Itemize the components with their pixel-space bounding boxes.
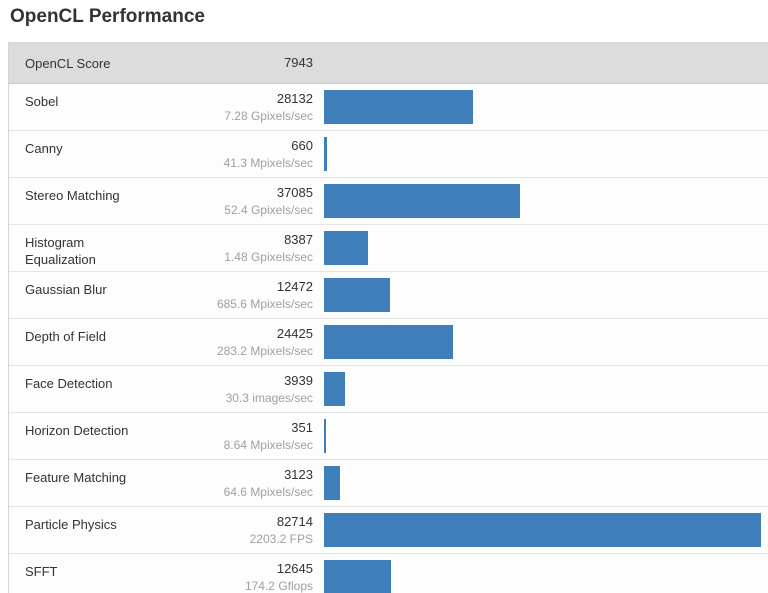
benchmark-name: Histogram Equalization bbox=[25, 235, 96, 267]
benchmark-value-cell: 28132 7.28 Gpixels/sec bbox=[155, 91, 313, 124]
benchmark-rate: 64.6 Mpixels/sec bbox=[223, 484, 313, 499]
benchmark-value-cell: 12645 174.2 Gflops bbox=[155, 561, 313, 593]
benchmark-value-cell: 82714 2203.2 FPS bbox=[155, 514, 313, 547]
score-header-row: OpenCL Score 7943 bbox=[9, 43, 768, 84]
benchmark-bar-track bbox=[324, 560, 761, 593]
score-bar bbox=[324, 513, 761, 547]
benchmark-name: Depth of Field bbox=[25, 329, 106, 344]
benchmark-row: Stereo Matching 37085 52.4 Gpixels/sec bbox=[9, 178, 768, 225]
benchmark-name: Particle Physics bbox=[25, 517, 117, 532]
benchmark-bar-track bbox=[324, 231, 761, 265]
benchmark-value-cell: 8387 1.48 Gpixels/sec bbox=[155, 232, 313, 265]
score-header-spacer bbox=[324, 46, 761, 80]
benchmark-name: Canny bbox=[25, 141, 63, 156]
benchmark-bar-track bbox=[324, 325, 761, 359]
benchmark-row: Particle Physics 82714 2203.2 FPS bbox=[9, 507, 768, 554]
benchmark-rate: 2203.2 FPS bbox=[249, 531, 313, 546]
benchmark-row: SFFT 12645 174.2 Gflops bbox=[9, 554, 768, 593]
benchmark-value-cell: 660 41.3 Mpixels/sec bbox=[155, 138, 313, 171]
benchmark-row: Face Detection 3939 30.3 images/sec bbox=[9, 366, 768, 413]
benchmark-rate: 30.3 images/sec bbox=[225, 390, 313, 405]
benchmark-row: Sobel 28132 7.28 Gpixels/sec bbox=[9, 84, 768, 131]
benchmark-rows: Sobel 28132 7.28 Gpixels/sec Canny 660 41.3 M… bbox=[9, 84, 768, 593]
benchmark-score: 8387 bbox=[284, 231, 313, 247]
benchmark-value-cell: 3123 64.6 Mpixels/sec bbox=[155, 467, 313, 500]
benchmark-rate: 283.2 Mpixels/sec bbox=[216, 343, 313, 358]
score-bar bbox=[324, 90, 473, 124]
benchmark-bar-track bbox=[324, 137, 761, 171]
benchmark-bar-track bbox=[324, 372, 761, 406]
benchmark-bar-track bbox=[324, 466, 761, 500]
benchmark-row: Feature Matching 3123 64.6 Mpixels/sec bbox=[9, 460, 768, 507]
benchmark-name: SFFT bbox=[25, 564, 58, 579]
benchmark-value-cell: 12472 685.6 Mpixels/sec bbox=[155, 279, 313, 312]
score-header-value: 7943 bbox=[155, 55, 313, 71]
benchmark-bar-track bbox=[324, 513, 761, 547]
benchmark-name: Sobel bbox=[25, 94, 59, 109]
score-bar bbox=[324, 466, 341, 500]
score-bar bbox=[324, 184, 520, 218]
score-bar bbox=[324, 231, 369, 265]
benchmark-rate: 7.28 Gpixels/sec bbox=[224, 108, 313, 123]
benchmark-row: Depth of Field 24425 283.2 Mpixels/sec bbox=[9, 319, 768, 366]
benchmark-rate: 8.64 Mpixels/sec bbox=[223, 437, 313, 452]
benchmark-score: 82714 bbox=[276, 513, 313, 529]
score-bar bbox=[324, 372, 345, 406]
score-bar bbox=[324, 560, 391, 593]
benchmark-row: Gaussian Blur 12472 685.6 Mpixels/sec bbox=[9, 272, 768, 319]
benchmark-value-cell: 3939 30.3 images/sec bbox=[155, 373, 313, 406]
score-header-label: OpenCL Score bbox=[25, 55, 111, 71]
benchmark-name: Face Detection bbox=[25, 376, 113, 391]
benchmark-bar-track bbox=[324, 278, 761, 312]
score-bar bbox=[324, 278, 390, 312]
benchmark-name: Gaussian Blur bbox=[25, 282, 107, 297]
benchmark-bar-track bbox=[324, 419, 761, 453]
benchmark-rate: 174.2 Gflops bbox=[244, 578, 313, 593]
benchmark-score: 351 bbox=[291, 419, 313, 435]
score-bar bbox=[324, 325, 454, 359]
benchmark-rate: 685.6 Mpixels/sec bbox=[216, 296, 313, 311]
benchmark-score: 24425 bbox=[276, 325, 313, 341]
benchmark-bar-track bbox=[324, 90, 761, 124]
benchmark-value-cell: 37085 52.4 Gpixels/sec bbox=[155, 185, 313, 218]
benchmark-score: 3939 bbox=[284, 372, 313, 388]
benchmark-rate: 1.48 Gpixels/sec bbox=[224, 249, 313, 264]
score-bar bbox=[324, 137, 328, 171]
benchmark-row: Histogram Equalization 8387 1.48 Gpixels/s… bbox=[9, 225, 768, 272]
benchmark-name: Horizon Detection bbox=[25, 423, 129, 438]
benchmark-score: 12645 bbox=[276, 560, 313, 576]
benchmark-score: 3123 bbox=[284, 466, 313, 482]
benchmark-row: Horizon Detection 351 8.64 Mpixels/sec bbox=[9, 413, 768, 460]
benchmark-value-cell: 24425 283.2 Mpixels/sec bbox=[155, 326, 313, 359]
benchmark-rate: 41.3 Mpixels/sec bbox=[223, 155, 313, 170]
benchmark-value-cell: 351 8.64 Mpixels/sec bbox=[155, 420, 313, 453]
benchmark-bar-track bbox=[324, 184, 761, 218]
benchmark-name: Stereo Matching bbox=[25, 188, 120, 203]
benchmark-name: Feature Matching bbox=[25, 470, 127, 485]
benchmark-score: 28132 bbox=[276, 90, 313, 106]
page-title: OpenCL Performance bbox=[10, 6, 205, 27]
benchmark-score: 660 bbox=[291, 137, 313, 153]
benchmark-rate: 52.4 Gpixels/sec bbox=[224, 202, 313, 217]
benchmark-table: OpenCL Score 7943 Sobel 28132 7.28 Gpixels… bbox=[8, 42, 768, 593]
benchmark-row: Canny 660 41.3 Mpixels/sec bbox=[9, 131, 768, 178]
benchmark-score: 12472 bbox=[276, 278, 313, 294]
benchmark-score: 37085 bbox=[276, 184, 313, 200]
score-bar bbox=[324, 419, 326, 453]
overall-score: 7943 bbox=[284, 55, 313, 70]
